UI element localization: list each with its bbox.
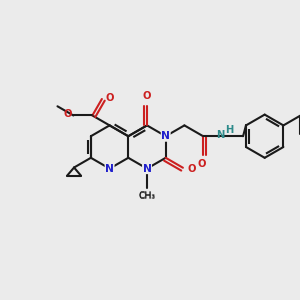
- Text: CH₃: CH₃: [139, 191, 155, 200]
- Text: CH₃: CH₃: [139, 191, 155, 200]
- Text: H: H: [225, 125, 234, 135]
- Text: O: O: [106, 93, 114, 103]
- Text: O: O: [63, 109, 72, 119]
- Text: N: N: [216, 130, 224, 140]
- Text: N: N: [105, 164, 114, 174]
- Text: N: N: [161, 131, 170, 141]
- Text: N: N: [142, 164, 152, 174]
- Text: O: O: [143, 91, 151, 101]
- Text: O: O: [198, 159, 206, 169]
- Text: O: O: [187, 164, 196, 174]
